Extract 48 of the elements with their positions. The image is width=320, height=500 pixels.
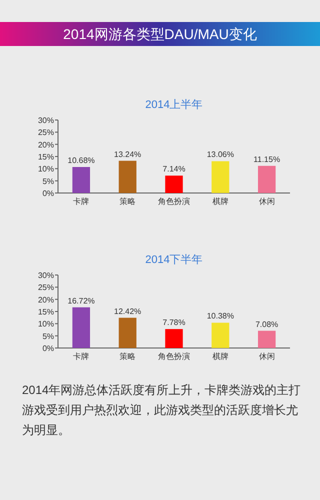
bar bbox=[118, 318, 136, 348]
data-label: 7.78% bbox=[162, 318, 186, 328]
y-tick-label: 20% bbox=[38, 140, 54, 150]
x-tick-label: 卡牌 bbox=[73, 197, 90, 206]
x-tick-label: 策略 bbox=[120, 352, 136, 361]
y-tick-label: 30% bbox=[38, 116, 54, 125]
x-tick-label: 策略 bbox=[120, 197, 136, 206]
bar bbox=[258, 330, 276, 348]
chart-title: 2014下半年 bbox=[145, 253, 203, 266]
x-tick-label: 棋牌 bbox=[212, 352, 228, 361]
bar bbox=[165, 176, 183, 193]
chart-title: 2014网游各类型DAU/MAU变化 bbox=[63, 26, 257, 42]
text: 2014年网游总体活跃度有所上升，卡牌类游戏的主打游戏受到用户热烈欢迎，此游戏类型的活跃度增长尤为明显。 bbox=[22, 382, 302, 439]
y-tick-label: 25% bbox=[38, 128, 54, 138]
bar bbox=[212, 161, 230, 193]
y-tick-label: 10% bbox=[38, 320, 54, 329]
data-label: 10.38% bbox=[206, 312, 234, 321]
y-tick-label: 25% bbox=[38, 283, 54, 292]
chart-subtitle: 2014上半年 bbox=[145, 98, 203, 111]
data-label: 7.08% bbox=[255, 320, 278, 329]
bar bbox=[212, 322, 230, 348]
bar bbox=[118, 160, 136, 193]
bar bbox=[72, 307, 90, 348]
x-tick-label: 休闲 bbox=[258, 352, 275, 361]
y-tick-label: 5% bbox=[42, 332, 54, 341]
data-label: 16.72% bbox=[68, 296, 95, 306]
y-tick-label: 30% bbox=[38, 271, 54, 280]
data-label: 11.15% bbox=[254, 154, 280, 164]
x-tick-label: 角色扮演 bbox=[158, 352, 190, 361]
data-label: 12.42% bbox=[114, 306, 142, 316]
data-label: 7.14% bbox=[162, 164, 186, 174]
x-tick-label: 卡牌 bbox=[73, 352, 90, 361]
data-label: 13.24% bbox=[114, 150, 142, 159]
y-tick-label: 15% bbox=[38, 308, 54, 316]
data-label: 10.68% bbox=[68, 156, 95, 166]
x-tick-label: 休闲 bbox=[258, 197, 275, 206]
y-tick-label: 20% bbox=[38, 295, 54, 304]
bar bbox=[165, 329, 183, 348]
y-tick-label: 15% bbox=[38, 152, 54, 162]
x-tick-label: 棋牌 bbox=[212, 197, 228, 206]
y-tick-label: 5% bbox=[42, 176, 54, 186]
bar bbox=[258, 166, 276, 193]
y-tick-label: 0% bbox=[42, 344, 54, 353]
y-tick-label: 10% bbox=[38, 164, 54, 174]
y-tick-label: 0% bbox=[42, 189, 54, 198]
bar bbox=[72, 167, 90, 193]
x-tick-label: 角色扮演 bbox=[158, 197, 190, 206]
data-label: 13.06% bbox=[206, 150, 234, 160]
